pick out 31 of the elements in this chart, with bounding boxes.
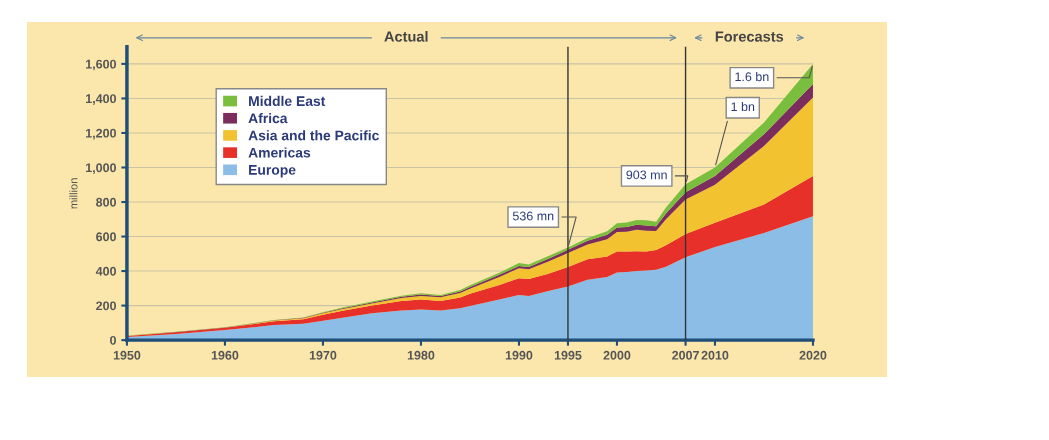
text: Forecasts xyxy=(715,31,784,42)
legend-label: Asia and the Pacific xyxy=(248,130,379,141)
x-tick-label: 1970 xyxy=(309,350,337,360)
x-tick-label: 2010 xyxy=(701,350,729,360)
x-tick-label: 1990 xyxy=(505,350,533,360)
legend-label: Americas xyxy=(248,147,311,158)
annotation: 1 bn xyxy=(731,101,755,112)
x-tick-label: 2000 xyxy=(603,350,631,360)
y-tick-label: 1,200 xyxy=(86,128,116,140)
x-tick-label: 1960 xyxy=(211,350,239,360)
x-tick-label: 2020 xyxy=(799,350,827,360)
y-tick-label: 200 xyxy=(96,301,116,311)
y-tick-label: 800 xyxy=(96,197,116,207)
y-tick-label: 1,600 xyxy=(86,59,116,71)
y-axis-title: million xyxy=(69,178,78,209)
annotation: 1.6 bn xyxy=(735,71,769,82)
x-tick-label: 1995 xyxy=(554,350,582,360)
annotation: 536 mn xyxy=(512,211,554,221)
legend-label: Middle East xyxy=(249,95,326,107)
legend-label: Europe xyxy=(249,165,296,178)
y-tick-label: 1,400 xyxy=(86,94,116,105)
x-tick-label: 2007 xyxy=(672,350,699,360)
x-tick-label: 1980 xyxy=(407,350,435,360)
x-tick-label: 1950 xyxy=(113,350,141,360)
text: Actual xyxy=(384,31,428,42)
y-tick-label: 600 xyxy=(96,232,116,242)
annotation: 903 mn xyxy=(626,170,667,180)
y-tick-label: 1,000 xyxy=(86,163,116,174)
y-tick-label: 0 xyxy=(110,335,116,345)
legend-label: Africa xyxy=(248,113,288,124)
y-tick-label: 400 xyxy=(95,266,116,276)
